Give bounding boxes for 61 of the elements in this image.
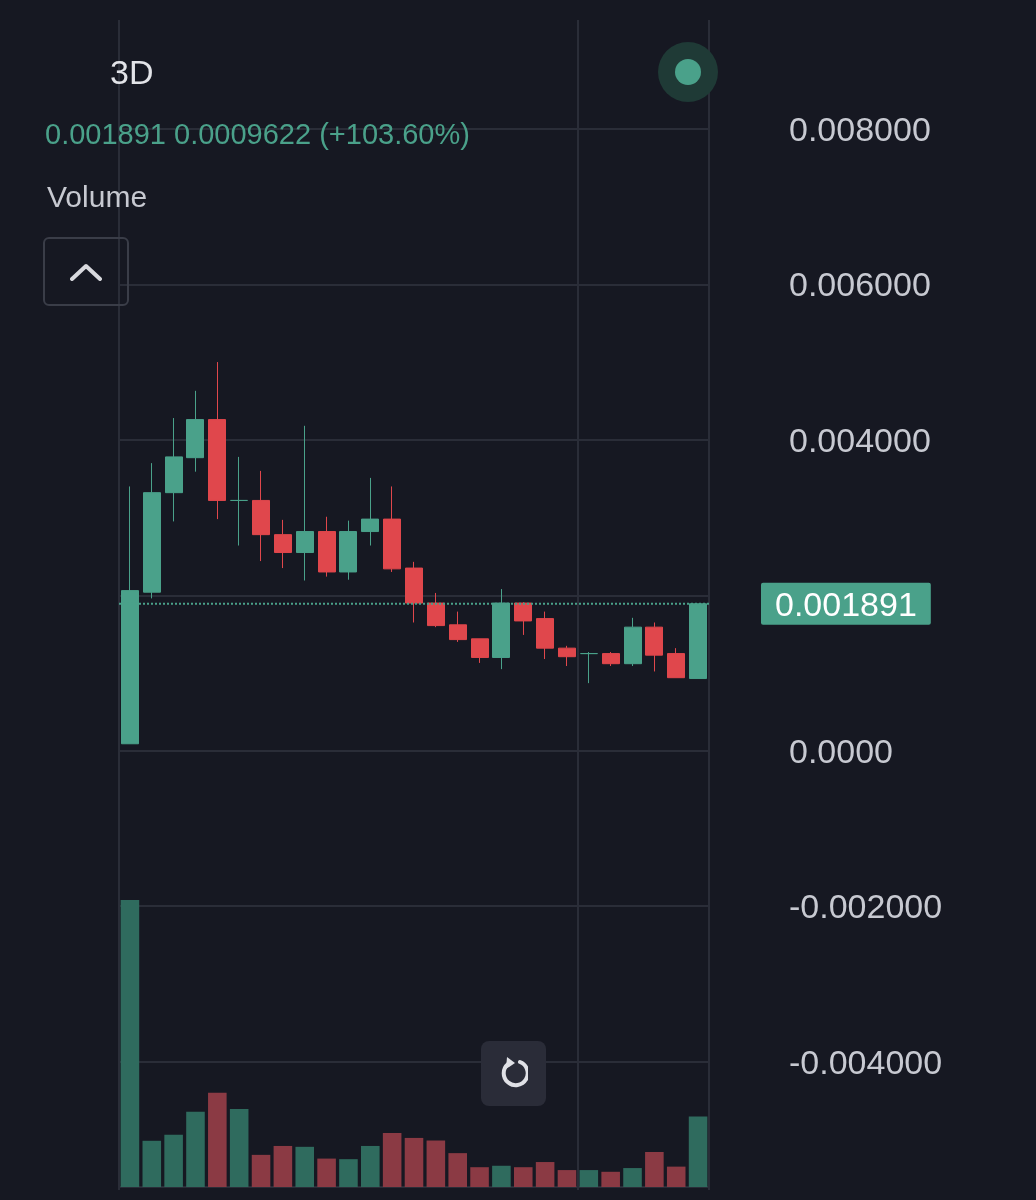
bar <box>273 1145 293 1187</box>
candlestick <box>252 470 270 562</box>
chart-title: Volume <box>47 179 148 213</box>
candlestick <box>514 601 532 636</box>
bar <box>229 1108 249 1187</box>
candlestick <box>318 516 336 578</box>
candlestick <box>580 651 598 684</box>
bar <box>448 1153 467 1187</box>
candlestick <box>165 417 183 522</box>
candlestick <box>186 390 204 473</box>
candlestick <box>471 638 489 664</box>
bar <box>295 1146 315 1187</box>
bar <box>382 1133 402 1187</box>
bar <box>535 1162 555 1187</box>
y-tick-label: -0.002000 <box>789 887 943 926</box>
candlestick <box>405 561 423 623</box>
ref-line-label: 0.001891 <box>775 584 917 623</box>
bar <box>251 1154 271 1187</box>
candlestick <box>143 462 161 599</box>
bar <box>623 1168 642 1187</box>
bar <box>601 1171 620 1187</box>
bar <box>142 1140 162 1187</box>
bar <box>579 1170 599 1187</box>
y-tick-label: 0.0000 <box>789 731 893 770</box>
bar <box>317 1158 336 1187</box>
y-tick-label: -0.004000 <box>789 1042 943 1081</box>
candlestick <box>230 456 248 547</box>
bar <box>339 1159 358 1187</box>
candlestick <box>296 425 314 582</box>
bar <box>688 1116 708 1187</box>
candlestick <box>645 621 663 672</box>
bar <box>164 1134 183 1187</box>
bar <box>426 1140 446 1187</box>
bar <box>120 900 140 1187</box>
candlestick <box>558 645 576 667</box>
candlestick <box>667 647 685 679</box>
bar <box>361 1145 380 1187</box>
candlestick <box>274 519 292 569</box>
candlestick <box>624 617 642 667</box>
bar <box>208 1092 227 1187</box>
y-tick-label: 0.006000 <box>789 265 931 304</box>
bar <box>404 1137 424 1187</box>
bar <box>645 1151 664 1187</box>
bar <box>492 1165 511 1187</box>
bar <box>186 1111 205 1187</box>
text: 0.001891 0.0009622 (+103.60%) <box>45 117 470 150</box>
candlestick <box>536 611 554 660</box>
candlestick <box>361 477 379 547</box>
candlestick <box>602 651 620 667</box>
candlestick <box>383 485 401 573</box>
bar <box>666 1166 686 1187</box>
candlestick <box>427 592 445 628</box>
bar <box>513 1167 533 1187</box>
candlestick <box>339 520 357 581</box>
text: 3D <box>110 53 154 91</box>
bar <box>470 1167 489 1187</box>
candlestick <box>208 361 226 520</box>
y-tick-label: 0.004000 <box>789 420 931 459</box>
bar <box>557 1170 577 1187</box>
candlestick <box>449 611 467 643</box>
y-tick-label: 0.008000 <box>789 109 931 148</box>
